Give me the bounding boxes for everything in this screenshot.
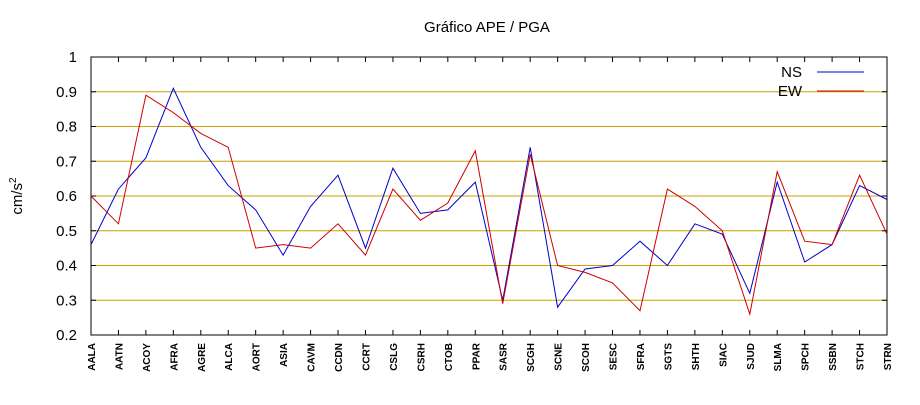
series-line-ew	[90, 94, 888, 317]
y-tick-label: 0.4	[56, 258, 77, 275]
x-tick-label: SASR	[499, 342, 510, 371]
x-tick-label: SESC	[609, 343, 620, 370]
x-tick-label: SCOH	[581, 343, 592, 372]
x-tick-label: SCGH	[526, 343, 537, 372]
x-tick-label: AFRA	[169, 343, 180, 371]
y-tick-label: 0.7	[56, 153, 77, 170]
grid	[91, 91, 887, 301]
x-tick-label: AGRE	[197, 343, 208, 372]
x-tick-label: SHTH	[691, 343, 702, 370]
x-tick-label: ALCA	[224, 343, 235, 371]
chart-title: Gráfico APE / PGA	[424, 19, 550, 36]
x-tick-label: CCDN	[334, 343, 345, 372]
x-tick-label: SLMA	[773, 343, 784, 371]
legend-label-ew: EW	[778, 83, 803, 100]
y-axis-label: cm/s2	[8, 177, 26, 215]
y-tick-label: 0.2	[56, 327, 77, 344]
x-tick-label: SCNE	[554, 343, 565, 371]
series-group	[90, 87, 888, 317]
x-tick-label: CAVM	[307, 343, 318, 372]
x-tick-label: AALA	[87, 343, 98, 371]
x-tick-label: CSLG	[389, 343, 400, 371]
x-tick-label: PPAR	[471, 342, 482, 370]
x-tick-label: SGTS	[663, 343, 674, 371]
x-tick-label: STCH	[856, 343, 867, 370]
x-tick-label: SFRA	[636, 343, 647, 370]
legend-label-ns: NS	[781, 64, 802, 81]
legend: NS EW	[778, 64, 864, 100]
y-axis-label-superscript: 2	[8, 177, 19, 183]
x-tick-label: ASIA	[279, 343, 290, 367]
series-line-ns	[90, 87, 888, 309]
y-tick-label: 0.8	[56, 119, 77, 136]
y-axis-label-text: cm/s	[9, 183, 26, 215]
x-tick-label: SSBN	[828, 343, 839, 371]
y-tick-label: 0.3	[56, 292, 77, 309]
y-tick-label: 0.6	[56, 188, 77, 205]
x-tick-label: STRN	[883, 343, 894, 370]
x-tick-label: AATN	[114, 343, 125, 370]
x-tick-label: CTOB	[444, 343, 455, 371]
y-tick-label: 0.5	[56, 223, 77, 240]
x-tick-label: AORT	[252, 343, 263, 371]
x-tick-label: CCRT	[361, 343, 372, 371]
x-tick-label: SPCH	[801, 343, 812, 371]
y-axis: 0.2 0.3 0.4 0.5 0.6 0.7 0.8 0.9 1	[56, 49, 887, 344]
x-tick-label: SIAC	[718, 343, 729, 367]
x-tick-label: SJUD	[746, 343, 757, 370]
x-axis: AALA AATN ACOY AFRA AGRE ALCA AORT ASIA CAVM CCDN…	[87, 57, 894, 372]
x-tick-label: CSRH	[416, 343, 427, 371]
y-tick-label: 0.9	[56, 84, 77, 101]
x-tick-label: ACOY	[142, 343, 153, 372]
y-tick-label: 1	[69, 49, 77, 66]
